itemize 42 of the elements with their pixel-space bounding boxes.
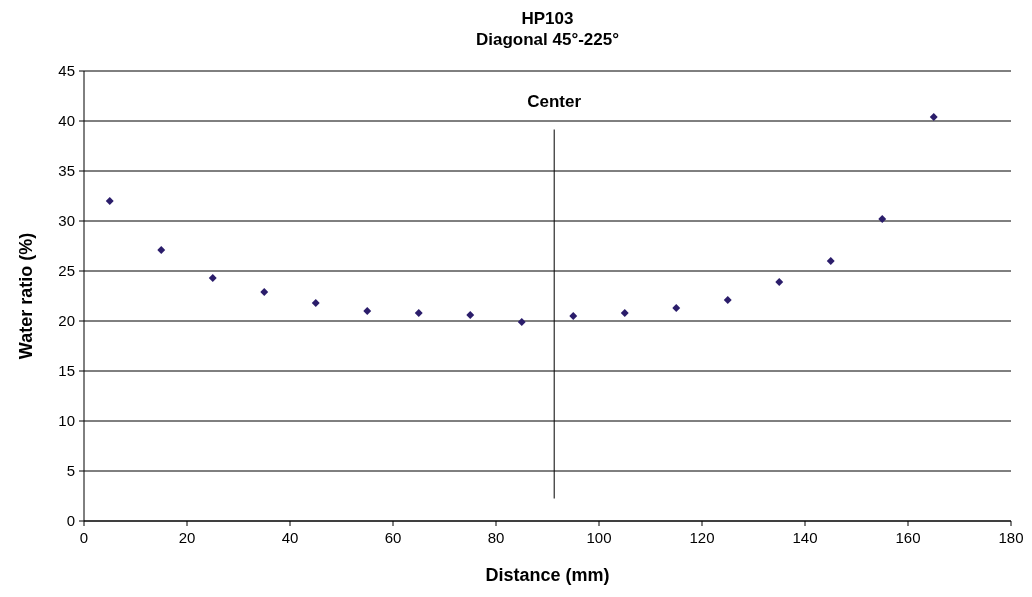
y-tick-label: 15 [58,362,75,380]
point [672,304,681,312]
point [517,318,526,326]
x-tick-label: 0 [79,529,89,546]
point [569,312,578,320]
x-tick-label: 20 [178,529,196,546]
point [311,299,320,307]
point [723,296,732,304]
y-tick-label: 35 [58,162,75,180]
y-tick-label: 45 [58,62,75,80]
point [620,309,629,317]
y-tick-label: 0 [66,512,75,530]
x-tick-label: 100 [586,529,612,546]
y-axis-title: Water ratio (%) [16,232,36,360]
point [105,197,114,205]
point [260,288,269,296]
point [878,215,887,223]
x-tick-label: 160 [895,529,921,546]
y-tick-label: 40 [58,112,75,130]
ref-line-label: Center [527,92,582,111]
x-tick-label: 80 [487,529,505,546]
point [826,257,835,265]
y-tick-label: 20 [58,312,75,330]
chart-title: HP103 [521,9,574,28]
x-tick-label: 60 [384,529,402,546]
x-axis-title: Distance (mm) [485,565,610,585]
point [208,274,217,282]
y-tick-label: 10 [58,412,75,430]
point [775,278,784,286]
point [414,309,423,317]
point [466,311,475,319]
point [157,246,166,254]
x-tick-label: 120 [689,529,715,546]
x-tick-label: 140 [792,529,818,546]
y-tick-label: 25 [58,262,75,280]
x-tick-label: 40 [281,529,299,546]
x-tick-label: 180 [998,529,1024,546]
point [929,113,938,121]
chart-subtitle: Diagonal 45°-225° [475,30,620,49]
point [363,307,372,315]
y-tick-label: 5 [66,462,75,480]
y-tick-label: 30 [58,212,75,230]
